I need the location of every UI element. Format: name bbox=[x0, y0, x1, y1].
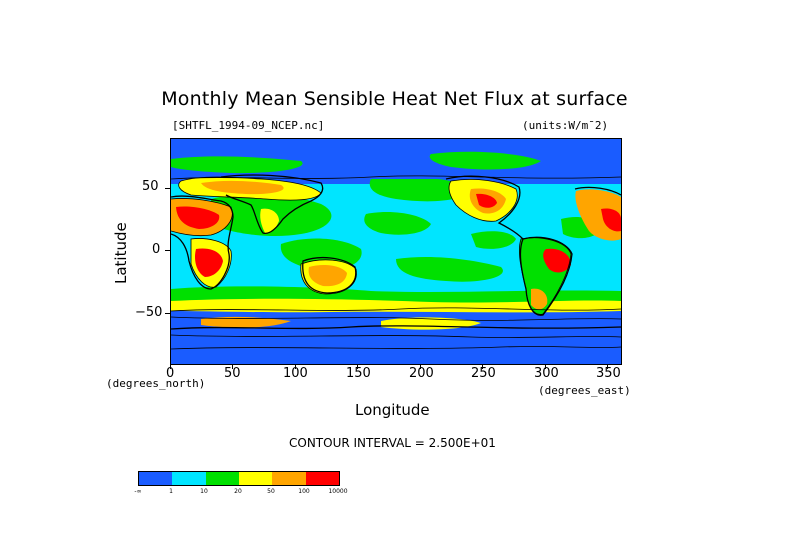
contour-line bbox=[171, 307, 621, 312]
colorbar-label: 10 bbox=[200, 488, 208, 495]
contour-line bbox=[190, 238, 232, 288]
north-america-land-red bbox=[476, 193, 497, 208]
south-africa-land-red bbox=[195, 248, 223, 277]
contour-line bbox=[171, 198, 233, 237]
colorbar bbox=[138, 471, 340, 486]
x-tick-label: 350 bbox=[596, 366, 621, 381]
colorbar-label: 20 bbox=[234, 488, 242, 495]
y-tick-label: −50 bbox=[135, 305, 163, 320]
x-tick-label: 0 bbox=[166, 366, 175, 381]
y-axis-label: Latitude bbox=[112, 222, 130, 284]
colorbar-label: -∞ bbox=[134, 488, 142, 495]
units-label: (units:W/m¯2) bbox=[522, 119, 609, 132]
antarctic-orange-patch bbox=[201, 316, 291, 328]
x-tick-label: 250 bbox=[471, 366, 496, 381]
x-tick-mark bbox=[295, 364, 296, 369]
contour-lines bbox=[171, 175, 621, 350]
x-units-note: (degrees_east) bbox=[538, 384, 631, 397]
ocean-green-patch bbox=[369, 177, 471, 202]
y-tick-mark bbox=[165, 250, 170, 251]
x-axis-label: Longitude bbox=[355, 401, 430, 419]
x-tick-mark bbox=[545, 364, 546, 369]
flux-map bbox=[170, 138, 622, 365]
south-america-coastline bbox=[519, 236, 573, 316]
australia-coastline bbox=[302, 256, 357, 294]
x-tick-mark bbox=[482, 364, 483, 369]
chart-title: Monthly Mean Sensible Heat Net Flux at s… bbox=[161, 88, 628, 110]
ocean-green-patch bbox=[396, 256, 503, 282]
x-tick-mark bbox=[232, 364, 233, 369]
eurasia-coastline bbox=[220, 174, 324, 235]
coastlines bbox=[171, 174, 621, 330]
file-name-label: [SHTFL_1994-09_NCEP.nc] bbox=[172, 119, 325, 132]
india-land-yellow bbox=[260, 208, 279, 234]
australia-land-orange bbox=[308, 265, 347, 287]
x-tick-mark bbox=[357, 364, 358, 369]
ocean-green-patch bbox=[364, 212, 431, 235]
europe-coastline bbox=[574, 186, 621, 196]
contour-line bbox=[448, 179, 518, 222]
x-tick-label: 200 bbox=[409, 366, 434, 381]
colorbar-swatch bbox=[205, 472, 239, 485]
colorbar-swatch bbox=[305, 472, 339, 485]
eurasia-land-orange bbox=[201, 180, 284, 195]
contour-line bbox=[171, 334, 621, 338]
north-america-coastline bbox=[445, 175, 524, 240]
colorbar-swatch bbox=[139, 472, 173, 485]
sahara-land-red bbox=[176, 206, 220, 229]
south-america-land-red bbox=[543, 248, 571, 273]
south-america-land-orange bbox=[531, 288, 548, 310]
colorbar-label: 100 bbox=[298, 488, 310, 495]
x-tick-mark bbox=[170, 364, 171, 369]
antarctica-coastline bbox=[171, 325, 621, 330]
africa-coastline bbox=[171, 195, 234, 290]
colorbar-label: 10000 bbox=[328, 488, 348, 495]
colorbar-label: 50 bbox=[267, 488, 275, 495]
colorbar-swatch bbox=[238, 472, 273, 485]
x-tick-label: 300 bbox=[534, 366, 559, 381]
flux-map-svg bbox=[171, 139, 621, 364]
x-tick-label: 150 bbox=[346, 366, 371, 381]
colorbar-label: 1 bbox=[169, 488, 173, 495]
contour-line bbox=[171, 316, 621, 321]
colorbar-swatch bbox=[272, 472, 306, 485]
y-tick-label: 0 bbox=[152, 242, 161, 257]
y-units-note: (degrees_north) bbox=[106, 377, 206, 390]
west-africa-land-red bbox=[601, 208, 621, 232]
contour-line bbox=[171, 346, 621, 350]
north-green-patch bbox=[171, 156, 303, 174]
x-tick-label: 100 bbox=[283, 366, 308, 381]
x-tick-label: 50 bbox=[224, 366, 241, 381]
ocean-green-patch bbox=[471, 231, 516, 249]
contour-line bbox=[178, 176, 322, 201]
contour-interval-label: CONTOUR INTERVAL = 2.500E+01 bbox=[289, 436, 496, 450]
north-green-patch bbox=[429, 151, 541, 170]
y-tick-label: 50 bbox=[142, 179, 159, 194]
x-tick-mark bbox=[420, 364, 421, 369]
colorbar-swatch bbox=[172, 472, 206, 485]
x-tick-mark bbox=[607, 364, 608, 369]
y-tick-mark bbox=[165, 313, 170, 314]
y-tick-mark bbox=[165, 188, 170, 189]
